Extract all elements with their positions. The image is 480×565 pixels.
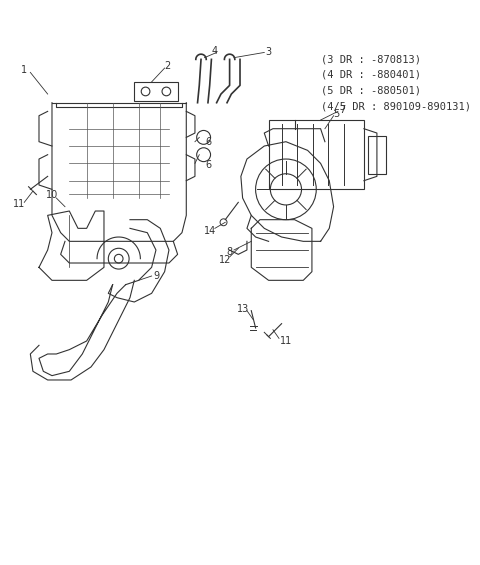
Text: (4/5 DR : 890109-890131): (4/5 DR : 890109-890131) (321, 101, 470, 111)
Text: 7: 7 (339, 105, 346, 115)
Text: 2: 2 (164, 62, 170, 71)
Text: 4: 4 (212, 46, 218, 56)
Text: 6: 6 (205, 137, 211, 147)
Bar (269, 120, 364, 189)
Bar (134, 82, 178, 101)
Text: 9: 9 (153, 271, 159, 281)
Text: 14: 14 (204, 226, 216, 236)
Text: (5 DR : -880501): (5 DR : -880501) (321, 85, 420, 95)
Text: 13: 13 (237, 304, 249, 314)
Text: 1: 1 (21, 65, 27, 75)
Text: (3 DR : -870813): (3 DR : -870813) (321, 54, 420, 64)
Text: 11: 11 (280, 336, 292, 346)
Text: 8: 8 (227, 247, 233, 257)
Text: 11: 11 (13, 199, 25, 209)
Text: 12: 12 (219, 255, 231, 266)
Text: 5: 5 (333, 109, 339, 119)
Text: 10: 10 (46, 190, 58, 201)
Bar (368, 136, 385, 174)
Text: 3: 3 (265, 47, 272, 58)
Text: (4 DR : -880401): (4 DR : -880401) (321, 70, 420, 80)
Text: 6: 6 (205, 160, 211, 170)
